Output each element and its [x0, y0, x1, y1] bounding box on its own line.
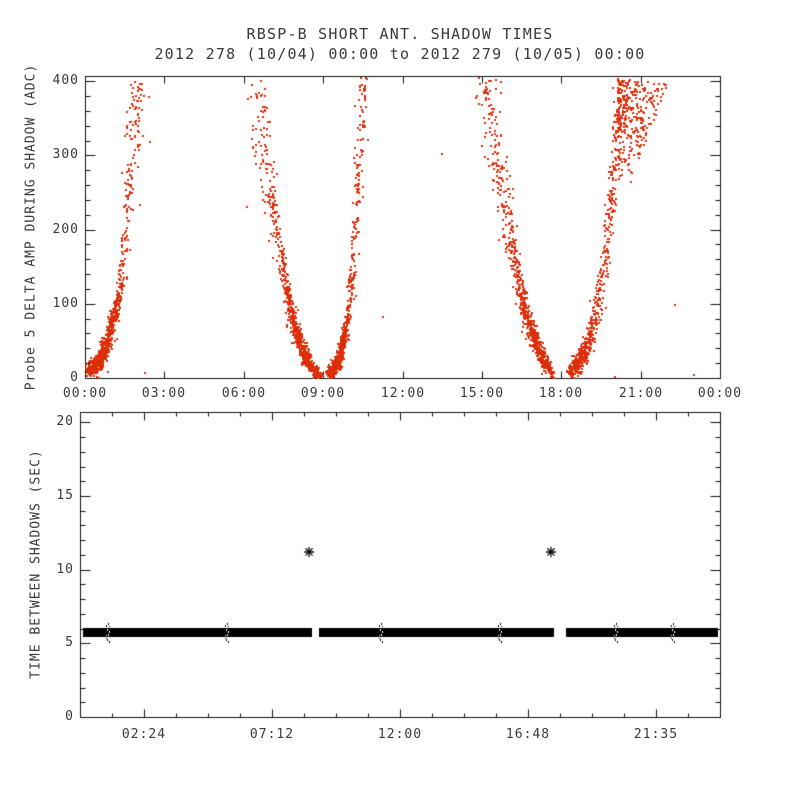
top-x-tick-label: 21:00: [618, 386, 664, 401]
top-x-tick-label: 18:00: [538, 386, 584, 401]
top-x-tick-label: 15:00: [459, 386, 505, 401]
bottom-x-tick-label: 21:35: [633, 727, 679, 742]
bottom-x-tick-label: 16:48: [505, 727, 551, 742]
bottom-y-tick-label: 15: [56, 488, 74, 503]
bottom-y-tick-label: 0: [65, 709, 74, 724]
top-x-tick-label: 00:00: [697, 386, 743, 401]
top-x-tick-label: 03:00: [141, 386, 187, 401]
top-y-tick-label: 100: [52, 296, 79, 311]
top-y-tick-label: 300: [52, 147, 79, 162]
top-y-tick-label: 200: [52, 222, 79, 237]
chart-subtitle-date-range: 2012 278 (10/04) 00:00 to 2012 279 (10/0…: [154, 45, 646, 63]
top-x-tick-label: 00:00: [62, 386, 108, 401]
bottom-y-tick-label: 5: [65, 635, 74, 650]
top-x-tick-label: 06:00: [221, 386, 267, 401]
bottom-y-tick-label: 10: [56, 562, 74, 577]
top-panel-plot-area: [85, 76, 720, 378]
bottom-x-tick-label: 07:12: [249, 727, 295, 742]
top-y-tick-label: 400: [52, 73, 79, 88]
chart-title: RBSP-B SHORT ANT. SHADOW TIMES: [246, 25, 554, 43]
top-x-tick-label: 09:00: [300, 386, 346, 401]
bottom-y-tick-label: 20: [56, 414, 74, 429]
bottom-x-tick-label: 02:24: [121, 727, 167, 742]
top-x-tick-label: 12:00: [380, 386, 426, 401]
bottom-x-tick-label: 12:00: [377, 727, 423, 742]
top-y-tick-label: 0: [70, 370, 79, 385]
bottom-panel-plot-area: [80, 412, 720, 717]
